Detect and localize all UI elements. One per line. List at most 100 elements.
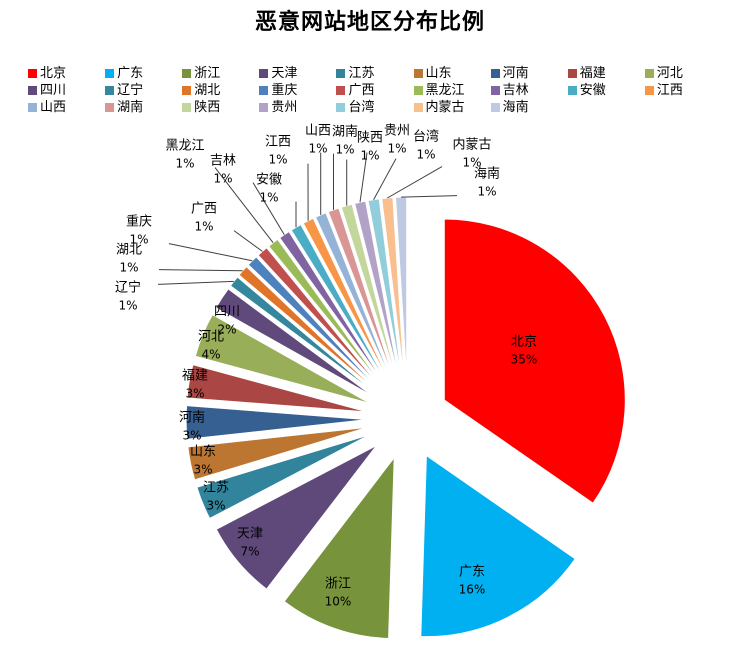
legend-item-18: 山西 <box>28 100 103 115</box>
leader-line-10 <box>157 280 234 285</box>
leader-line-12 <box>168 243 253 262</box>
legend-item-12: 重庆 <box>259 83 334 98</box>
leader-line-15 <box>252 182 285 235</box>
leader-line-11 <box>158 269 243 272</box>
chart-title: 恶意网站地区分布比例 <box>254 10 485 35</box>
legend-swatch <box>644 86 654 95</box>
legend-item-label: 安徽 <box>579 83 606 98</box>
legend-item-label: 江苏 <box>348 66 375 81</box>
legend-item-label: 湖北 <box>194 83 221 98</box>
legend-item-5: 山东 <box>413 66 489 81</box>
legend-item-label: 山西 <box>40 100 67 115</box>
legend-item-label: 贵州 <box>271 100 298 115</box>
legend-item-label: 台湾 <box>348 100 375 115</box>
legend-swatch <box>336 103 346 112</box>
legend-item-7: 福建 <box>567 66 643 81</box>
legend-item-16: 安徽 <box>567 83 643 98</box>
legend-swatch <box>490 69 500 78</box>
legend-swatch <box>105 69 115 78</box>
legend-swatch <box>28 86 37 95</box>
legend-item-label: 海南 <box>502 100 529 115</box>
pie-slice-1 <box>420 454 576 638</box>
chart-legend: 北京 广东 浙江 天津 江苏 山东 河南 福建 河北四川 辽宁 湖北 重庆 广西 黑龙江 吉林 安徽 江西山西 湖… <box>28 66 720 115</box>
legend-item-label: 陕西 <box>194 100 221 115</box>
legend-swatch <box>336 86 346 95</box>
legend-swatch <box>259 103 269 112</box>
pie-slice-3 <box>215 444 377 590</box>
legend-swatch <box>105 103 115 112</box>
legend-item-label: 吉林 <box>502 83 529 98</box>
legend-item-label: 河南 <box>502 66 529 81</box>
legend-item-label: 浙江 <box>194 66 221 81</box>
pie-slice-6 <box>185 405 368 440</box>
legend-item-19: 湖南 <box>105 100 180 115</box>
legend-item-15: 吉林 <box>490 83 566 98</box>
legend-item-label: 四川 <box>40 83 67 98</box>
legend-item-label: 天津 <box>271 66 298 81</box>
legend-item-24: 海南 <box>490 100 566 115</box>
leader-line-22 <box>373 158 397 200</box>
legend-swatch <box>182 86 192 95</box>
legend-swatch <box>28 103 37 112</box>
legend-item-9: 四川 <box>28 83 103 98</box>
legend-item-14: 黑龙江 <box>413 83 489 98</box>
legend-item-1: 广东 <box>105 66 180 81</box>
pie-slice-13 <box>257 247 382 389</box>
legend-swatch <box>259 86 269 95</box>
legend-item-3: 天津 <box>259 66 334 81</box>
pie-slice-18 <box>314 212 393 382</box>
legend-item-label: 重庆 <box>271 83 298 98</box>
legend-swatch <box>259 69 269 78</box>
pie-slice-16 <box>290 223 388 384</box>
legend-swatch <box>490 103 500 112</box>
legend-item-label: 广西 <box>348 83 375 98</box>
pie-slice-5 <box>187 426 368 481</box>
legend-item-11: 湖北 <box>182 83 257 98</box>
legend-item-20: 陕西 <box>182 100 257 115</box>
pie-slice-20 <box>340 203 398 380</box>
legend-item-17: 江西 <box>644 83 720 98</box>
legend-item-22: 台湾 <box>336 100 411 115</box>
legend-item-13: 广西 <box>336 83 411 98</box>
legend-swatch <box>413 86 423 95</box>
pie-slice-21 <box>353 200 400 380</box>
legend-item-label: 湖南 <box>117 100 144 115</box>
legend-item-label: 河北 <box>656 66 683 81</box>
leader-line-14 <box>214 167 274 244</box>
legend-swatch <box>336 69 346 78</box>
legend-swatch <box>413 69 423 78</box>
leader-line-21 <box>359 152 368 203</box>
legend-swatch <box>28 69 37 78</box>
legend-item-label: 北京 <box>40 66 67 81</box>
legend-item-label: 辽宁 <box>117 83 144 98</box>
legend-swatch <box>413 103 423 112</box>
legend-item-6: 河南 <box>490 66 566 81</box>
leader-line-24 <box>401 195 458 198</box>
legend-item-label: 内蒙古 <box>425 100 465 115</box>
legend-swatch <box>182 103 192 112</box>
legend-item-label: 福建 <box>579 66 606 81</box>
legend-swatch <box>567 86 577 95</box>
pie-slice-12 <box>247 256 380 391</box>
pie-slice-8 <box>194 313 371 404</box>
legend-swatch <box>490 86 500 95</box>
legend-item-0: 北京 <box>28 66 103 81</box>
pie-slice-0 <box>443 218 626 504</box>
pie-slice-2 <box>283 456 395 640</box>
legend-swatch <box>644 69 654 78</box>
legend-item-8: 河北 <box>644 66 720 81</box>
legend-item-label: 山东 <box>425 66 452 81</box>
legend-item-label: 江西 <box>656 83 683 98</box>
legend-item-label: 广东 <box>117 66 144 81</box>
pie-slice-17 <box>302 217 391 383</box>
legend-swatch <box>182 69 192 78</box>
leader-line-13 <box>233 230 263 252</box>
pie-slice-10 <box>229 276 377 395</box>
pie-slice-7 <box>186 364 368 413</box>
pie-slice-9 <box>215 288 374 398</box>
legend-item-label: 黑龙江 <box>425 83 465 98</box>
leader-line-23 <box>387 166 443 199</box>
pie-slice-4 <box>196 434 371 520</box>
